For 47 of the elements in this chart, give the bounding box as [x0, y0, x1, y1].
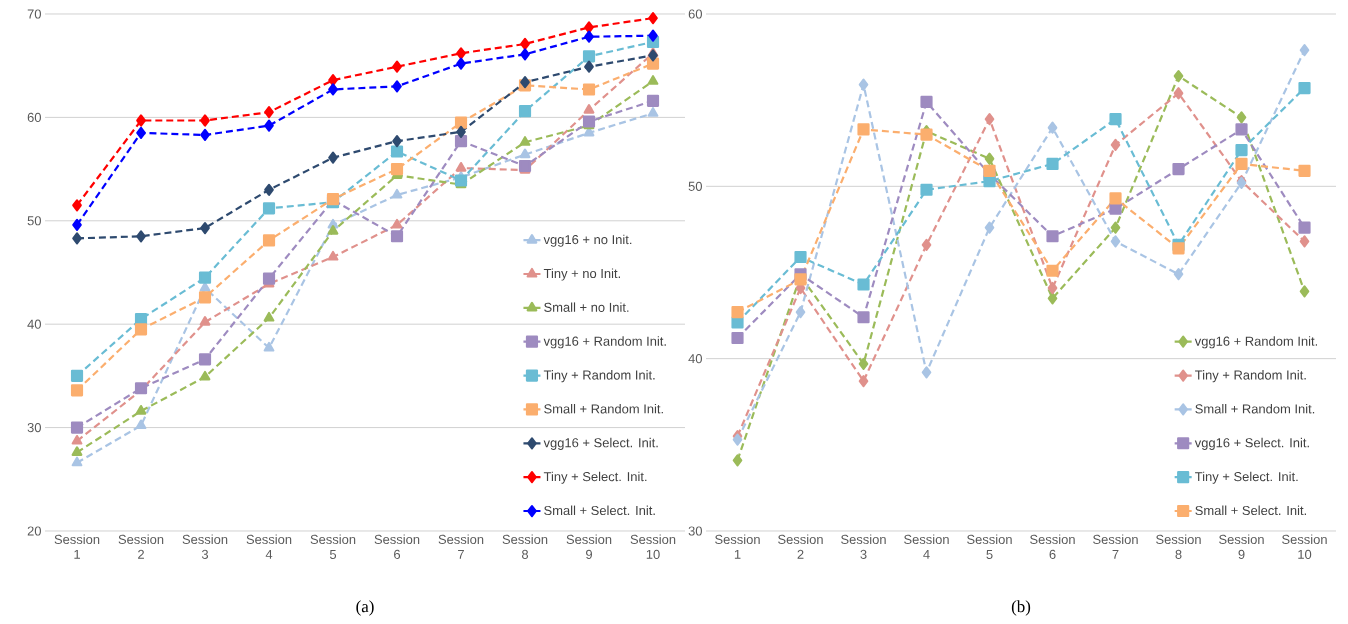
legend-label: Small + no Init. [544, 302, 629, 312]
text: (a) [356, 600, 374, 616]
x-tick-label: Session 1 [54, 534, 100, 559]
x-tick-label: Session 5 [967, 534, 1012, 559]
y-tick-label: 30 [27, 423, 41, 433]
x-tick-label: Session 10 [1282, 534, 1327, 559]
x-tick-label: Session 9 [566, 534, 612, 559]
x-tick-label: Session 8 [502, 534, 548, 559]
legend-label: vgg16 + Select. Init. [1194, 437, 1309, 450]
legend-label: vgg16 + Select. Init. [543, 437, 658, 450]
y-tick-label: 70 [27, 9, 41, 19]
x-tick-label: Session 8 [1156, 534, 1201, 559]
legend-label: Tiny + Select. Init. [1195, 471, 1298, 484]
x-tick-label: Session 7 [438, 534, 484, 559]
x-tick-label: Session 9 [1219, 534, 1264, 559]
legend-label: Tiny + Random Init. [543, 370, 655, 383]
y-tick-label: 20 [27, 526, 41, 536]
x-tick-label: Session 2 [118, 534, 164, 559]
y-tick-label: 30 [688, 526, 702, 536]
legend-label: Tiny + Select. Init. [543, 471, 647, 484]
x-tick-label: Session 4 [904, 534, 949, 559]
y-tick-label: 40 [688, 354, 702, 364]
x-tick-label: Session 10 [630, 534, 676, 559]
x-tick-label: Session 2 [778, 534, 823, 559]
x-tick-label: Session 5 [310, 534, 356, 559]
y-tick-label: 50 [27, 216, 41, 226]
x-tick-label: Session 6 [374, 534, 420, 559]
y-tick-label: 40 [27, 319, 41, 329]
y-tick-label: 60 [688, 9, 702, 19]
x-tick-label: Session 3 [182, 534, 228, 559]
x-tick-label: Session 4 [246, 534, 292, 559]
legend-label: Small + Random Init. [1195, 403, 1315, 414]
legend-label: vgg16 + Random Init. [543, 336, 666, 349]
legend-label: Tiny + no Init. [543, 268, 620, 281]
x-tick-label: Session 6 [1030, 534, 1075, 559]
legend-label: Tiny + Random Init. [1195, 370, 1306, 383]
legend-label: Small + Random Init. [544, 403, 663, 414]
x-tick-label: Session 3 [841, 534, 886, 559]
x-tick-label: Session 1 [715, 534, 760, 559]
legend-label: Small + Select. Init. [544, 505, 655, 516]
text: (b) [1011, 600, 1031, 616]
legend-label: vgg16 + Random Init. [1194, 336, 1318, 349]
legend-label: vgg16 + no Init. [543, 234, 632, 247]
x-tick-label: Session 7 [1093, 534, 1138, 559]
y-tick-label: 60 [27, 112, 41, 122]
legend-label: Small + Select. Init. [1195, 505, 1306, 516]
y-tick-label: 50 [688, 181, 702, 191]
